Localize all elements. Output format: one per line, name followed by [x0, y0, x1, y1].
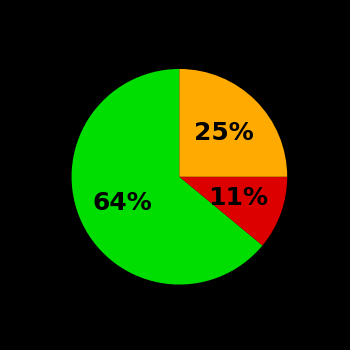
- Wedge shape: [179, 69, 287, 177]
- Text: 25%: 25%: [194, 120, 253, 145]
- Text: 11%: 11%: [208, 186, 268, 210]
- Wedge shape: [179, 177, 287, 245]
- Text: 64%: 64%: [93, 191, 153, 215]
- Wedge shape: [72, 69, 262, 285]
